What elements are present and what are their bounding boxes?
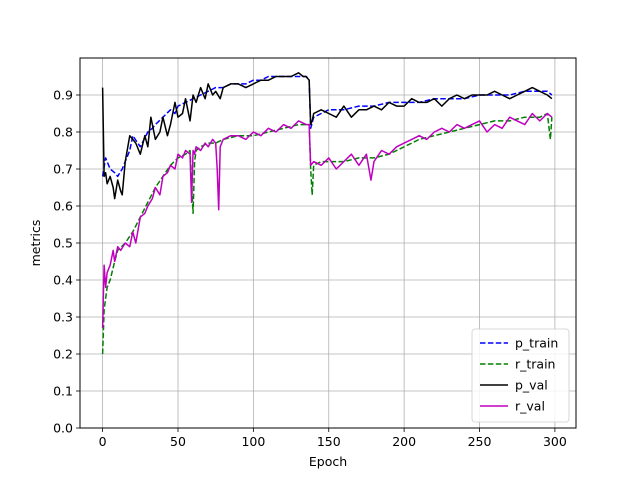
y-tick-label: 0.1: [53, 384, 73, 399]
x-tick-label: 50: [170, 434, 186, 449]
x-tick-label: 150: [317, 434, 341, 449]
x-tick-label: 250: [468, 434, 492, 449]
y-tick-label: 0.2: [53, 347, 73, 362]
series-line-r-val: [101, 112, 553, 329]
series-line-p-val: [101, 72, 553, 200]
series-lines: [101, 72, 553, 355]
x-tick-label: 300: [543, 434, 567, 449]
x-tick-label: 0: [99, 434, 107, 449]
y-tick-label: 0.3: [53, 310, 73, 325]
legend-label: p_val: [515, 378, 548, 393]
legend-label: r_train: [515, 357, 556, 372]
legend-label: r_val: [515, 399, 545, 414]
y-tick-label: 0.6: [53, 199, 73, 214]
y-tick-label: 0.9: [53, 88, 73, 103]
legend-label: p_train: [515, 336, 558, 351]
grid: [80, 58, 576, 429]
series-line-r-train: [101, 112, 553, 355]
legend-box: [471, 328, 570, 423]
y-tick-label: 0.4: [53, 273, 73, 288]
x-tick-label: 100: [241, 434, 265, 449]
axis-ticks: 0 50 100 150 200 250 300 0.0 0.1 0.2 0.3 0.4 0.5 0.6 0…: [53, 88, 567, 450]
legend: p_train r_train p_val r_val: [471, 328, 570, 423]
y-tick-label: 0.5: [53, 236, 73, 251]
y-axis-label: metrics: [28, 220, 43, 267]
x-axis-label: Epoch: [309, 454, 347, 469]
y-tick-label: 0.7: [53, 162, 73, 177]
y-tick-label: 0.0: [53, 421, 73, 436]
x-tick-label: 200: [392, 434, 416, 449]
y-tick-label: 0.8: [53, 125, 73, 140]
